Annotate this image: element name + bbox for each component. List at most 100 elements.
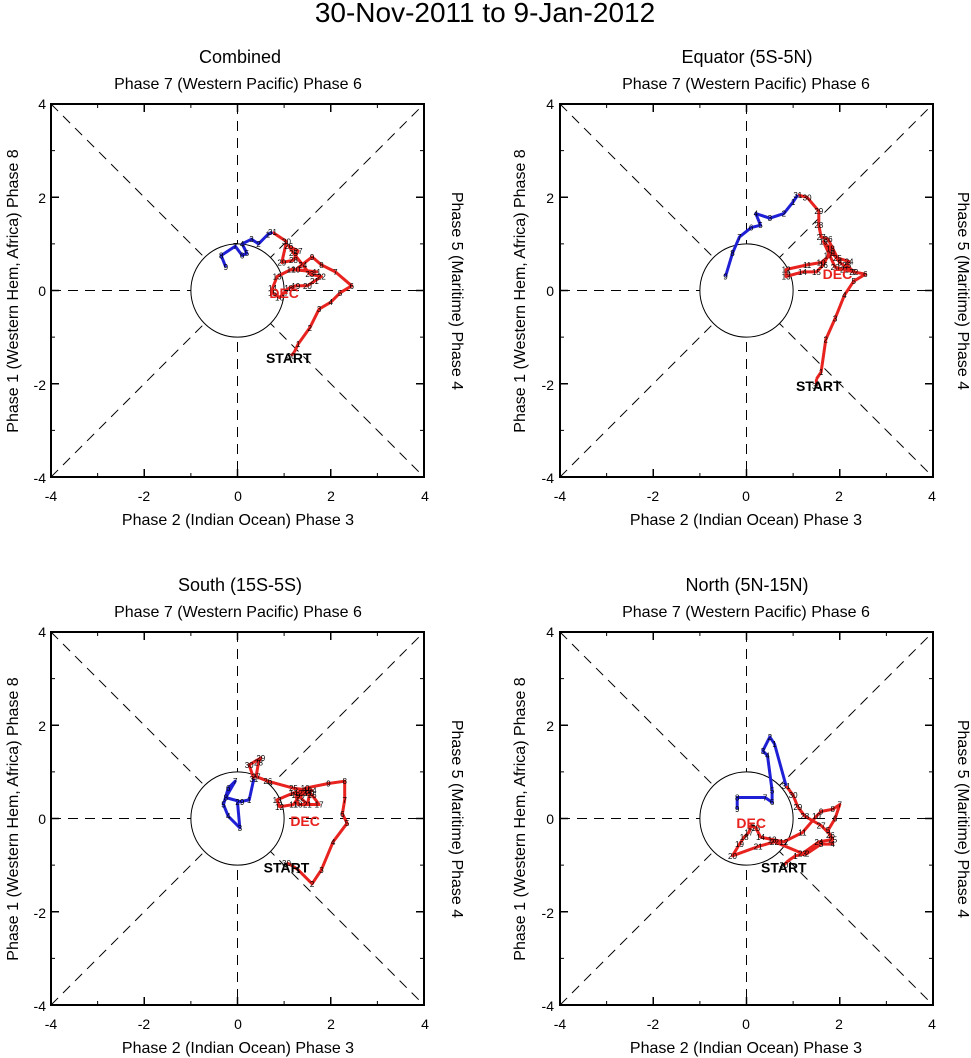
day-label: 23 xyxy=(298,789,307,798)
x-tick-label: -4 xyxy=(554,1016,567,1032)
start-label: START xyxy=(266,350,312,366)
x-tick-label: 0 xyxy=(234,488,242,504)
day-label: 21 xyxy=(303,801,312,810)
day-label: 29 xyxy=(277,259,286,268)
day-label: 2 xyxy=(805,849,810,858)
x-tick-label: 2 xyxy=(835,1016,843,1032)
y-tick-label: -4 xyxy=(34,998,47,1014)
day-label: 15 xyxy=(303,787,312,796)
day-label: 27 xyxy=(817,233,826,242)
day-label: 7 xyxy=(763,794,768,803)
x-tick-label: 0 xyxy=(234,1016,242,1032)
left-axis-label: Phase 1 (Western Hem, Africa) Phase 8 xyxy=(5,149,22,432)
day-label: 16 xyxy=(275,293,284,302)
day-label: 7 xyxy=(737,233,742,242)
unit-circle xyxy=(699,243,794,338)
day-label: 24 xyxy=(814,838,823,847)
x-tick-label: 4 xyxy=(928,1016,936,1032)
day-label: 30 xyxy=(282,238,291,247)
panel-title: South (15S-5S) xyxy=(178,575,302,595)
day-label: 26 xyxy=(263,777,272,786)
day-label: 14 xyxy=(756,833,765,842)
day-label: 31 xyxy=(268,228,277,237)
series-line-december xyxy=(731,784,842,862)
right-axis-label: Phase 5 (Maritime) Phase 4 xyxy=(954,720,971,918)
day-label: 1 xyxy=(793,852,798,861)
day-label: 30 xyxy=(245,761,254,770)
x-tick-label: -2 xyxy=(647,1016,660,1032)
day-label: 9 xyxy=(326,780,331,789)
day-label: 23 xyxy=(798,849,807,858)
day-label: 30 xyxy=(779,861,788,870)
day-label: 25 xyxy=(289,784,298,793)
day-label: 30 xyxy=(803,193,812,202)
day-label: 2 xyxy=(235,798,240,807)
day-label: 6 xyxy=(833,815,838,824)
day-label: 5 xyxy=(758,221,763,230)
series-line-december xyxy=(271,230,354,353)
panel-south: South (15S-5S) Phase 7 (Western Pacific)… xyxy=(5,575,465,1057)
day-label: 11 xyxy=(803,261,812,270)
x-tick-label: 4 xyxy=(928,488,936,504)
day-label: 29 xyxy=(793,803,802,812)
day-label: 13 xyxy=(273,796,282,805)
day-label: 29 xyxy=(256,754,265,763)
day-label: 6 xyxy=(749,224,754,233)
day-label: 26 xyxy=(826,831,835,840)
day-label: 2 xyxy=(310,880,315,889)
series-line-january xyxy=(735,735,788,810)
day-label: 22 xyxy=(849,268,858,277)
day-label: 28 xyxy=(289,256,298,265)
top-axis-label: Phase 7 (Western Pacific) Phase 6 xyxy=(114,76,362,93)
x-tick-label: 4 xyxy=(421,1016,429,1032)
panel-title: Equator (5S-5N) xyxy=(681,47,812,67)
day-label: 8 xyxy=(735,794,740,803)
day-label: 13 xyxy=(768,835,777,844)
day-label: 19 xyxy=(291,282,300,291)
x-tick-label: -4 xyxy=(45,488,58,504)
day-label: 21 xyxy=(310,277,319,286)
day-label: 15 xyxy=(812,268,821,277)
day-label: 3 xyxy=(833,314,838,323)
bottom-axis-label: Phase 2 (Indian Ocean) Phase 3 xyxy=(122,512,354,529)
day-label: 1 xyxy=(296,866,301,875)
day-label: 9 xyxy=(735,805,740,814)
y-tick-label: 2 xyxy=(546,718,554,734)
day-label: 26 xyxy=(824,235,833,244)
day-label: 14 xyxy=(289,789,298,798)
day-label: 7 xyxy=(233,242,238,251)
day-label: 20 xyxy=(303,282,312,291)
day-label: 4 xyxy=(831,840,836,849)
day-label: 17 xyxy=(315,801,324,810)
day-label: 5 xyxy=(852,277,857,286)
day-label: 13 xyxy=(273,273,282,282)
day-label: 1 xyxy=(772,740,777,749)
day-label: 31 xyxy=(793,191,802,200)
day-label: 5 xyxy=(826,826,831,835)
y-tick-label: -2 xyxy=(542,905,555,921)
day-label: 25 xyxy=(833,254,842,263)
y-tick-label: -2 xyxy=(34,905,47,921)
left-axis-label: Phase 1 (Western Hem, Africa) Phase 8 xyxy=(5,677,22,960)
x-tick-label: -2 xyxy=(138,1016,151,1032)
y-tick-label: 2 xyxy=(546,190,554,206)
top-axis-label: Phase 7 (Western Pacific) Phase 6 xyxy=(622,76,870,93)
day-label: 8 xyxy=(219,252,224,261)
day-label: 9 xyxy=(723,273,728,282)
day-label: 30 xyxy=(287,352,296,361)
day-label: 22 xyxy=(296,794,305,803)
day-label: 1 xyxy=(247,796,252,805)
y-tick-label: 2 xyxy=(38,190,46,206)
day-label: 15 xyxy=(268,289,277,298)
day-label: 27 xyxy=(294,247,303,256)
day-label: 15 xyxy=(751,824,760,833)
day-label: 30 xyxy=(812,382,821,391)
day-label: 8 xyxy=(730,249,735,258)
day-label: 9 xyxy=(240,798,245,807)
dec-label: DEC xyxy=(736,815,766,831)
day-label: 9 xyxy=(224,263,229,272)
y-tick-label: 4 xyxy=(38,96,46,112)
y-tick-label: 4 xyxy=(546,96,554,112)
day-label: 7 xyxy=(333,268,338,277)
x-tick-label: 0 xyxy=(742,1016,750,1032)
